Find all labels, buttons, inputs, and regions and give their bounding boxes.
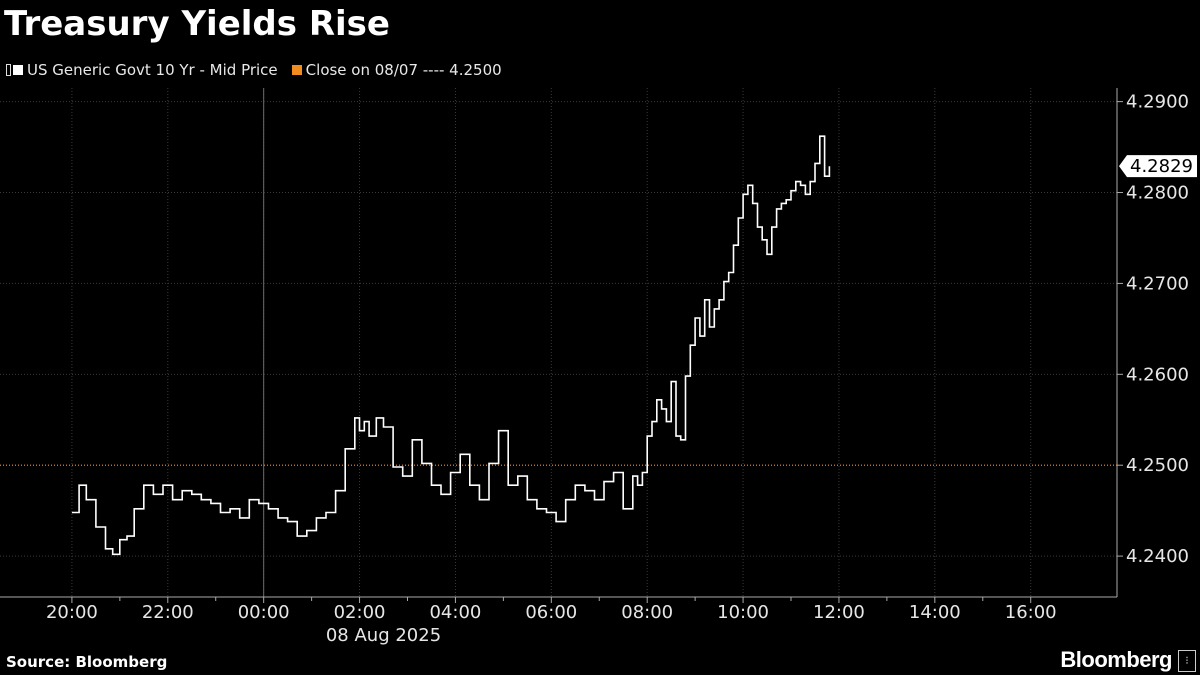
legend-item-us10y: US Generic Govt 10 Yr - Mid Price: [6, 61, 278, 79]
y-tick-label: 4.2400: [1126, 546, 1189, 567]
legend-item-close: Close on 08/07 ---- 4.2500: [291, 61, 502, 79]
source-label: Source: Bloomberg: [6, 653, 168, 671]
legend: US Generic Govt 10 Yr - Mid Price Close …: [6, 61, 516, 79]
x-tick-label: 22:00: [142, 602, 194, 623]
tall-bar-icon: [6, 64, 11, 76]
y-tick-label: 4.2500: [1126, 455, 1189, 476]
legend-swatch-orange: [291, 65, 302, 75]
last-value-marker: [1119, 155, 1197, 178]
y-tick-label: 4.2700: [1126, 273, 1189, 294]
y-tick-label: 4.2900: [1126, 92, 1189, 113]
x-tick-label: 00:00: [238, 602, 290, 623]
x-tick-label: 20:00: [46, 602, 98, 623]
x-tick-label: 12:00: [813, 602, 865, 623]
legend-swatch-white: [13, 65, 23, 75]
x-tick-label: 08:00: [621, 602, 673, 623]
x-tick-label: 10:00: [717, 602, 769, 623]
x-tick-label: 16:00: [1005, 602, 1057, 623]
y-tick-label: 4.2600: [1126, 364, 1189, 385]
y-tick-label: 4.2800: [1126, 183, 1189, 204]
x-axis-label: 08 Aug 2025: [326, 625, 441, 646]
last-value-label: 4.2829: [1130, 156, 1193, 177]
legend-label-close: Close on 08/07 ---- 4.2500: [305, 61, 502, 79]
bloomberg-mark-icon: ⁝: [1178, 650, 1196, 672]
legend-label-us10y: US Generic Govt 10 Yr - Mid Price: [27, 61, 278, 79]
series-us10y-line: [71, 135, 831, 556]
x-tick-label: 14:00: [909, 602, 961, 623]
x-tick-label: 06:00: [525, 602, 577, 623]
chart-title: Treasury Yields Rise: [4, 4, 390, 44]
x-tick-label: 02:00: [334, 602, 386, 623]
bloomberg-logo: Bloomberg: [1060, 647, 1172, 672]
x-tick-label: 04:00: [429, 602, 481, 623]
